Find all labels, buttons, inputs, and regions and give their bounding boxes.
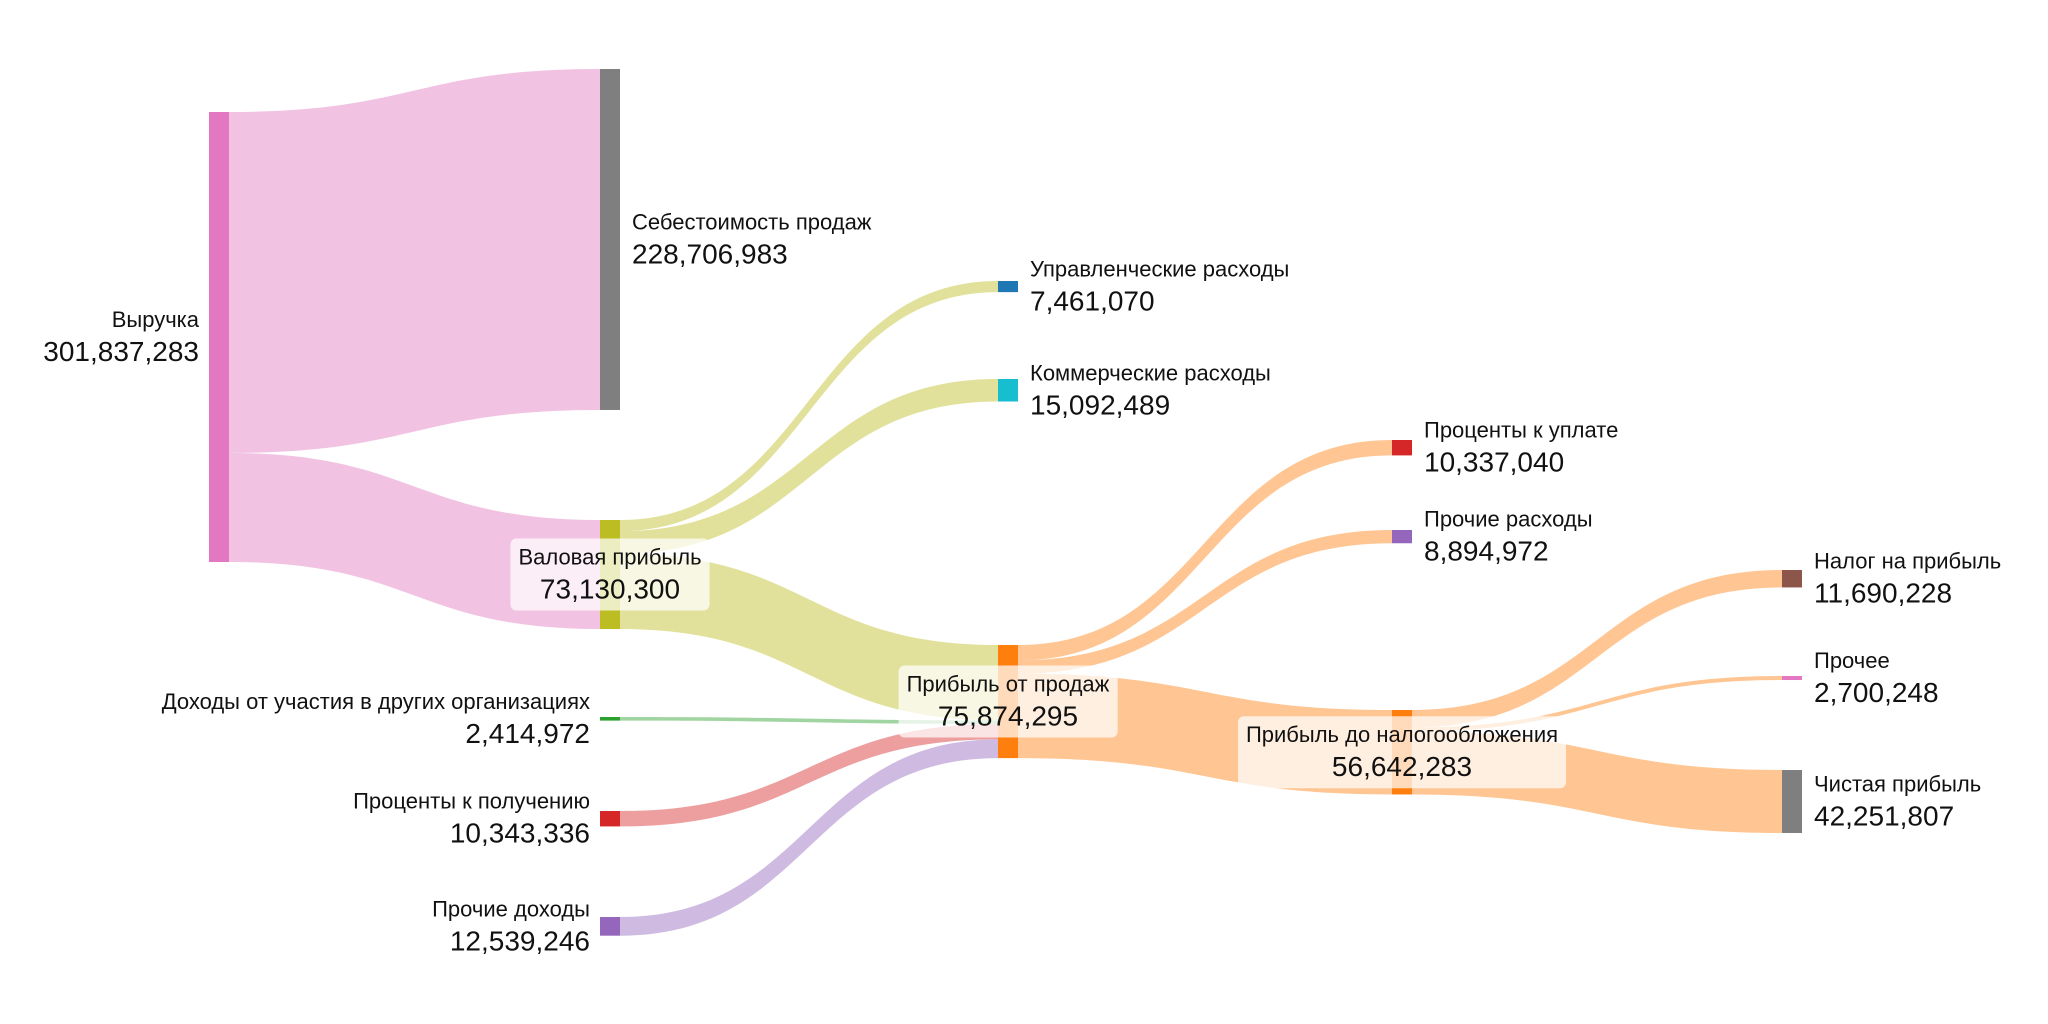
node-name-participation: Доходы от участия в других организациях [162,689,590,714]
node-value-cogs: 228,706,983 [632,238,788,269]
node-name-interest_out: Проценты к уплате [1424,418,1618,443]
sankey-node-other [1782,676,1802,681]
node-value-participation: 2,414,972 [465,718,590,749]
node-value-selling: 15,092,489 [1030,389,1170,420]
sankey-link-revenue-cogs [229,69,600,453]
sankey-node-cogs [600,69,620,410]
sankey-node-net [1782,770,1802,833]
node-label-interest_in: Проценты к получению 10,343,336 [353,789,590,849]
node-value-other: 2,700,248 [1814,677,1939,708]
sankey-link-interest_in-sales_profit [620,724,998,827]
node-value-pretax: 56,642,283 [1332,751,1472,782]
node-label-cogs: Себестоимость продаж 228,706,983 [632,209,872,269]
node-value-net: 42,251,807 [1814,800,1954,831]
node-label-bg-sales_profit [898,665,1118,738]
node-value-tax: 11,690,228 [1814,578,1952,609]
node-name-other_exp: Прочие расходы [1424,507,1593,532]
sankey-link-pretax-other [1412,676,1782,732]
node-label-interest_out: Проценты к уплате 10,337,040 [1424,418,1618,478]
node-name-admin: Управленческие расходы [1030,257,1289,282]
sankey-node-interest_out [1392,440,1412,456]
node-value-gross: 73,130,300 [540,574,680,605]
node-name-tax: Налог на прибыль [1814,549,2001,574]
node-name-sales_profit: Прибыль от продаж [907,672,1110,697]
node-name-pretax: Прибыль до налогообложения [1246,722,1558,747]
node-label-revenue: Выручка 301,837,283 [43,307,199,367]
sankey-link-pretax-tax [1412,570,1782,728]
node-name-interest_in: Проценты к получению [353,789,590,814]
sankey-node-participation [600,717,620,721]
node-value-revenue: 301,837,283 [43,336,199,367]
node-label-other: Прочее 2,700,248 [1814,648,1939,708]
sankey-link-revenue-gross [229,452,600,630]
node-label-tax: Налог на прибыль 11,690,228 [1814,549,2001,609]
node-label-sales_profit: Прибыль от продаж 75,874,295 [898,665,1118,738]
node-label-pretax: Прибыль до налогообложения 56,642,283 [1237,716,1567,789]
node-name-gross: Валовая прибыль [518,545,701,570]
node-name-revenue: Выручка [112,307,200,332]
node-name-cogs: Себестоимость продаж [632,209,872,234]
node-label-selling: Коммерческие расходы 15,092,489 [1030,360,1271,420]
node-name-selling: Коммерческие расходы [1030,360,1271,385]
node-name-net: Чистая прибыль [1814,771,1981,796]
sankey-node-other_income [600,917,620,936]
sankey-node-admin [998,281,1018,293]
sankey-node-revenue [209,112,229,562]
node-value-other_exp: 8,894,972 [1424,536,1549,567]
sankey-node-selling [998,379,1018,402]
node-label-bg-gross [510,538,710,611]
sankey-link-sales_profit-other_exp [1018,530,1392,674]
node-label-bg-pretax [1237,716,1567,789]
sankey-node-tax [1782,570,1802,588]
node-name-other_income: Прочие доходы [432,896,590,921]
node-label-participation: Доходы от участия в других организациях 2… [162,689,590,749]
sankey-link-other_income-sales_profit [620,739,998,936]
sankey-node-other_exp [1392,530,1412,544]
node-value-admin: 7,461,070 [1030,286,1155,317]
node-value-other_income: 12,539,246 [450,925,590,956]
sankey-link-sales_profit-interest_out [1018,440,1392,661]
sankey-link-gross-admin [620,281,998,532]
node-label-admin: Управленческие расходы 7,461,070 [1030,257,1289,317]
node-label-other_exp: Прочие расходы 8,894,972 [1424,507,1593,567]
node-value-interest_in: 10,343,336 [450,818,590,849]
node-label-gross: Валовая прибыль 73,130,300 [510,538,710,611]
node-value-interest_out: 10,337,040 [1424,447,1564,478]
node-name-other: Прочее [1814,648,1890,673]
sankey-node-interest_in [600,811,620,827]
node-label-net: Чистая прибыль 42,251,807 [1814,771,1981,831]
node-label-other_income: Прочие доходы 12,539,246 [432,896,590,956]
sankey-link-gross-selling [620,379,998,554]
node-value-sales_profit: 75,874,295 [938,701,1078,732]
sankey-labels: Выручка 301,837,283 Себестоимость продаж 22… [43,209,2001,956]
